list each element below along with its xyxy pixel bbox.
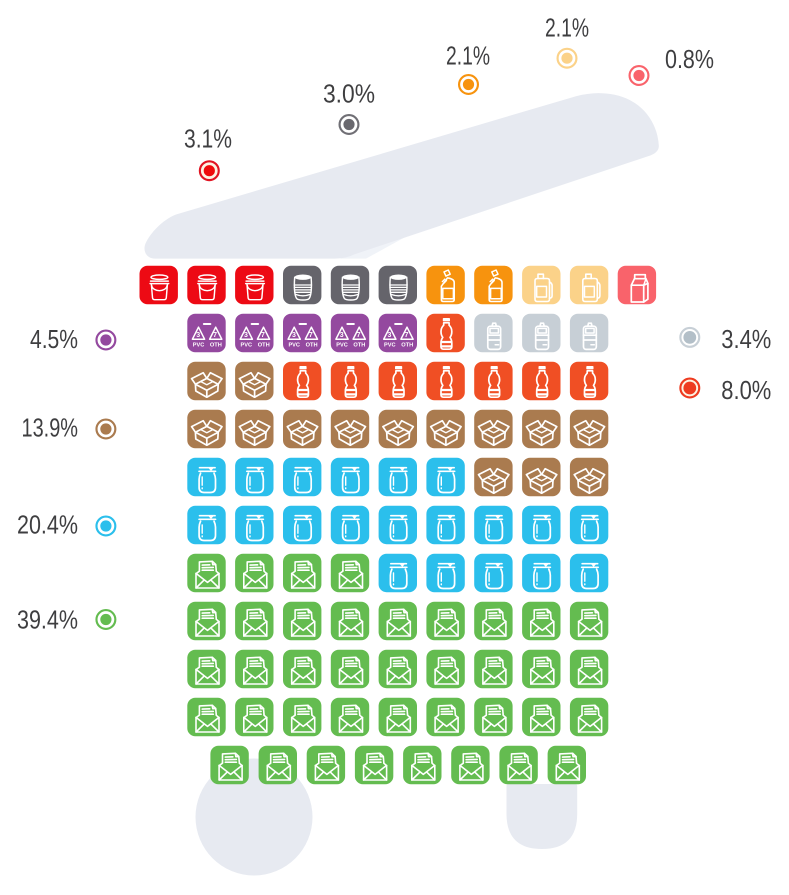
svg-text:4.5%: 4.5% <box>30 324 78 354</box>
svg-text:39.4%: 39.4% <box>17 605 78 635</box>
svg-text:20.4%: 20.4% <box>17 510 78 540</box>
svg-text:3.0%: 3.0% <box>323 79 375 109</box>
svg-text:2.1%: 2.1% <box>545 13 589 43</box>
svg-text:3.1%: 3.1% <box>184 124 232 154</box>
svg-text:8.0%: 8.0% <box>721 375 771 405</box>
svg-text:3.4%: 3.4% <box>721 324 771 354</box>
svg-text:0.8%: 0.8% <box>665 44 714 74</box>
svg-text:13.9%: 13.9% <box>22 412 79 442</box>
svg-text:2.1%: 2.1% <box>446 41 490 71</box>
